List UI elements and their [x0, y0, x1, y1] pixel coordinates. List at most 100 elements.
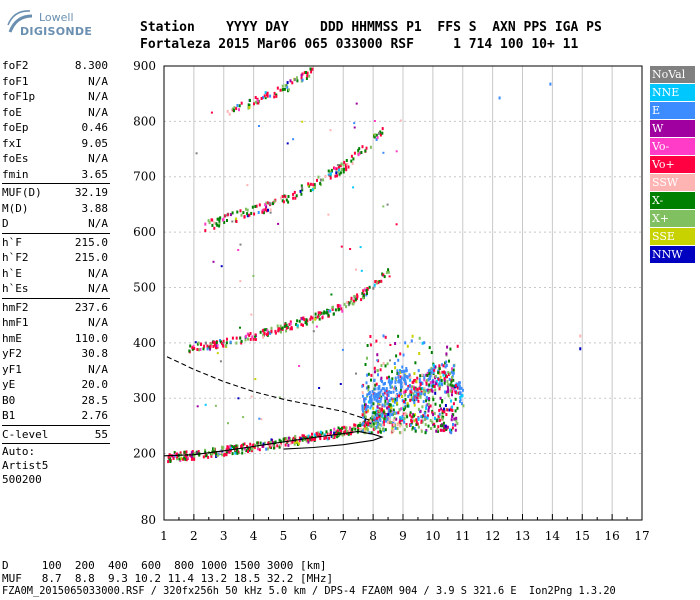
echo-point: [378, 411, 381, 415]
echo-point: [355, 372, 357, 375]
echo-point: [395, 417, 398, 421]
echo-point: [386, 393, 389, 397]
echo-point: [373, 135, 376, 139]
echo-point: [437, 369, 440, 373]
echo-point: [375, 339, 378, 343]
echo-point: [285, 329, 288, 333]
echo-point: [411, 385, 413, 389]
echo-point: [430, 366, 433, 370]
echo-point: [428, 346, 431, 350]
echo-point: [443, 377, 446, 381]
echo-point: [361, 145, 364, 149]
echo-point: [425, 399, 428, 403]
echo-point: [250, 313, 253, 316]
echo-point: [450, 399, 453, 403]
echo-point: [260, 97, 263, 100]
echo-point: [449, 428, 451, 432]
echo-point: [286, 85, 289, 89]
echo-point: [219, 451, 222, 454]
echo-point: [247, 214, 250, 218]
echo-point: [345, 305, 348, 309]
echo-point: [347, 432, 350, 436]
echo-point: [303, 438, 306, 442]
echo-point: [361, 296, 364, 300]
echo-point: [228, 450, 231, 454]
echo-point: [448, 408, 451, 412]
echo-point: [287, 200, 290, 204]
echo-point: [339, 164, 342, 168]
echo-point: [458, 387, 461, 391]
echo-point: [433, 424, 436, 428]
echo-point: [274, 440, 277, 444]
echo-point: [441, 411, 444, 415]
echo-point: [176, 455, 179, 459]
echo-point: [415, 391, 418, 395]
echo-point: [216, 352, 219, 355]
echo-point: [205, 454, 208, 458]
param-value: N/A: [88, 152, 108, 165]
legend-item-vo-: Vo-: [650, 138, 695, 155]
x-tick-label: 12: [485, 529, 500, 543]
echo-point: [204, 450, 207, 454]
echo-point: [392, 408, 395, 412]
echo-point: [235, 444, 238, 448]
echo-point: [190, 455, 193, 458]
param-label: h`Es: [2, 282, 29, 295]
param-row: Artist5: [2, 459, 110, 473]
echo-point: [373, 379, 376, 383]
param-value: 237.6: [74, 300, 108, 314]
echo-point: [284, 437, 286, 441]
echo-point: [432, 413, 435, 416]
echo-point: [361, 391, 364, 395]
echo-point: [366, 393, 369, 397]
echo-point: [263, 332, 266, 335]
echo-point: [215, 222, 218, 226]
echo-point: [384, 335, 387, 339]
echo-point: [392, 423, 395, 427]
echo-point: [452, 387, 455, 390]
echo-point: [375, 415, 378, 418]
echo-point: [429, 381, 432, 385]
echo-point: [250, 211, 253, 215]
echo-point: [354, 427, 357, 431]
echo-point: [403, 390, 406, 394]
echo-point: [207, 455, 210, 459]
echo-point: [364, 427, 367, 431]
echo-point: [298, 319, 301, 323]
echo-point: [439, 428, 442, 432]
echo-point: [319, 430, 322, 434]
echo-point: [451, 415, 454, 418]
echo-point: [384, 364, 387, 368]
echo-point: [445, 413, 448, 416]
echo-point: [336, 431, 339, 435]
echo-point: [456, 383, 459, 387]
echo-point: [406, 402, 409, 406]
echo-point: [413, 414, 415, 418]
param-label: MUF(D): [2, 186, 42, 199]
echo-point: [333, 427, 336, 431]
echo-point: [375, 395, 378, 398]
echo-point: [387, 409, 390, 413]
echo-point: [415, 393, 418, 397]
echo-point: [423, 411, 426, 415]
echo-point: [337, 165, 340, 169]
echo-point: [336, 174, 339, 178]
echo-point: [444, 365, 447, 369]
echo-point: [405, 382, 407, 386]
echo-point: [258, 448, 261, 452]
echo-point: [440, 407, 443, 411]
legend-item-nnw: NNW: [650, 246, 695, 263]
echo-point: [340, 168, 343, 171]
echo-point: [346, 430, 349, 433]
echo-point: [262, 328, 265, 332]
echo-point: [273, 442, 276, 446]
echo-point: [270, 329, 273, 333]
echo-point: [412, 392, 415, 396]
echo-point: [203, 344, 206, 348]
param-row: C-level 55: [2, 427, 110, 443]
echo-point: [425, 382, 428, 386]
echo-point: [301, 120, 304, 123]
param-row: yF2 30.8: [2, 346, 110, 362]
param-value: 0.46: [81, 121, 109, 134]
echo-point: [432, 380, 435, 384]
